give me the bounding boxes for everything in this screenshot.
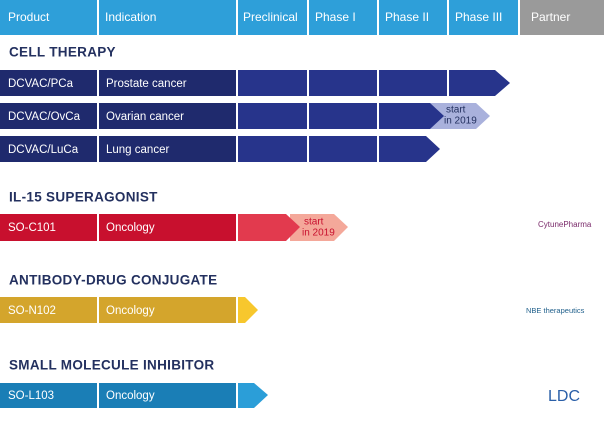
product: SO-C101 bbox=[8, 222, 56, 234]
indication: Lung cancer bbox=[106, 144, 169, 156]
note: start bbox=[304, 217, 324, 228]
note: start bbox=[446, 105, 466, 116]
product: SO-L103 bbox=[8, 390, 54, 402]
product: DCVAC/OvCa bbox=[8, 111, 81, 123]
col: Phase III bbox=[455, 10, 502, 24]
product: SO-N102 bbox=[8, 305, 56, 317]
header: Product Indication Preclinical Phase I P… bbox=[0, 0, 604, 35]
section-title: ANTIBODY-DRUG CONJUGATE bbox=[9, 273, 217, 288]
row: SO-L103 Oncology bbox=[0, 383, 268, 408]
row: SO-N102 Oncology bbox=[0, 297, 258, 323]
indication: Oncology bbox=[106, 390, 155, 402]
row: DCVAC/LuCa Lung cancer bbox=[0, 136, 440, 162]
indication: Oncology bbox=[106, 222, 155, 234]
col: Phase I bbox=[315, 10, 356, 24]
indication: Ovarian cancer bbox=[106, 111, 184, 123]
row: DCVAC/OvCa Ovarian cancer start in 2019 bbox=[0, 103, 490, 129]
note: in 2019 bbox=[444, 116, 477, 127]
partner: CytunePharma bbox=[538, 220, 592, 229]
product: DCVAC/PCa bbox=[8, 78, 74, 90]
note: in 2019 bbox=[302, 228, 335, 239]
col: Partner bbox=[531, 10, 570, 24]
col: Indication bbox=[105, 10, 156, 24]
col: Preclinical bbox=[243, 10, 298, 24]
partner: LDC bbox=[548, 388, 580, 405]
section-title: CELL THERAPY bbox=[9, 45, 116, 60]
row: DCVAC/PCa Prostate cancer bbox=[0, 70, 510, 96]
section-title: IL-15 SUPERAGONIST bbox=[9, 190, 158, 205]
indication: Prostate cancer bbox=[106, 78, 187, 90]
indication: Oncology bbox=[106, 305, 155, 317]
col: Product bbox=[8, 10, 50, 24]
section-title: SMALL MOLECULE INHIBITOR bbox=[9, 358, 214, 373]
product: DCVAC/LuCa bbox=[8, 144, 79, 156]
col: Phase II bbox=[385, 10, 429, 24]
row: SO-C101 Oncology start in 2019 bbox=[0, 214, 348, 241]
partner: NBE therapeutics bbox=[526, 306, 585, 315]
